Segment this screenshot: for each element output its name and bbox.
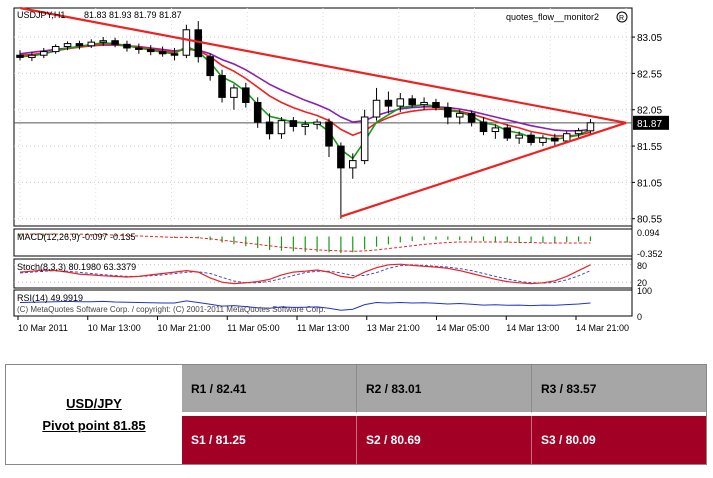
rsi-label: RSI(14) 49.9919 [17, 293, 83, 303]
candle-body [170, 53, 179, 56]
candle-body [551, 137, 559, 142]
rsi-tick-label: 0 [637, 312, 642, 322]
candle-body [372, 99, 381, 118]
support-3: S3 / 80.09 [532, 416, 706, 464]
candle-body [75, 43, 84, 47]
time-axis-label: 13 Mar 21:00 [367, 323, 420, 333]
price-tick-label: 81.05 [637, 178, 662, 189]
candle-body [432, 101, 440, 109]
currency-pair: USD/JPY [66, 395, 122, 411]
candle-body [360, 116, 369, 162]
candle-body [313, 121, 321, 125]
candle-body [337, 145, 345, 169]
pivot-table: USD/JPY Pivot point 81.85 R1 / 82.41 R2 … [5, 364, 707, 465]
stoch-tick-label: 20 [637, 278, 647, 288]
candle-body [242, 87, 250, 103]
rsi-pane-border [13, 289, 633, 317]
candle-body [289, 120, 298, 127]
candle-body [527, 134, 535, 143]
candle-body [253, 101, 262, 123]
time-axis-label: 14 Mar 13:00 [506, 323, 559, 333]
candle-body [99, 40, 107, 43]
support-1: S1 / 81.25 [182, 416, 357, 464]
current-price-label: 81.87 [637, 119, 662, 130]
resistance-2: R2 / 83.01 [357, 365, 532, 413]
candle-body [158, 51, 167, 55]
symbol-label: USDJPY,H1 [17, 10, 65, 20]
price-chart: 83.05 82.55 82.05 81.55 81.05 80.55 81.87 USDJP… [13, 6, 669, 333]
candle-body [230, 87, 238, 98]
candle-body [515, 134, 523, 139]
trendline [340, 121, 627, 218]
candle-body [277, 120, 286, 135]
candle-body [503, 127, 512, 139]
candle-body [586, 122, 595, 132]
chart-canvas: 83.05 82.55 82.05 81.55 81.05 80.55 81.87 USDJP… [13, 6, 669, 333]
candle-body [349, 160, 357, 169]
time-axis-label: 14 Mar 05:00 [437, 323, 490, 333]
candle-body [135, 47, 143, 50]
candle-body [301, 123, 309, 127]
candle-body [123, 43, 131, 49]
rsi-line [19, 300, 591, 311]
candle-body [408, 98, 416, 106]
candle-body [444, 107, 452, 118]
price-tick-label: 82.55 [637, 69, 662, 80]
stoch-main-line [19, 263, 591, 285]
time-axis-label: 11 Mar 13:00 [297, 323, 349, 333]
candle-body [455, 112, 464, 118]
macd-tick-label: 0.094 [637, 228, 660, 238]
price-tick-label: 83.05 [637, 33, 662, 44]
resistance-1: R1 / 82.41 [182, 365, 357, 413]
trendline [19, 6, 627, 124]
indicator-name-label: quotes_flow__monitor2 [506, 12, 599, 22]
copyright-label: (C) MetaQuotes Software Corp. / copyrigh… [17, 305, 325, 314]
rsi-tick-label: 100 [637, 286, 652, 296]
candle-body [218, 75, 226, 98]
candle-body [40, 51, 48, 56]
price-tick-label: 81.55 [637, 142, 662, 153]
current-price-box [633, 115, 669, 130]
stoch-signal-line [19, 264, 591, 284]
candle-body [63, 43, 72, 48]
candle-body [396, 98, 405, 107]
candle-body [491, 127, 500, 133]
candle-body [384, 99, 393, 107]
time-axis-label: 10 Mar 13:00 [88, 323, 141, 333]
time-axis-label: 10 Mar 21:00 [158, 323, 211, 333]
candle-body [111, 40, 119, 45]
candle-body [539, 137, 547, 143]
support-2: S2 / 80.69 [357, 416, 532, 464]
registered-icon [616, 11, 628, 23]
candle-body [206, 56, 214, 77]
candle-body [16, 54, 24, 58]
stoch-tick-label: 80 [637, 261, 647, 271]
registered-icon-letter: R [619, 15, 624, 22]
candle-body [574, 130, 583, 135]
time-axis-label: 10 Mar 2011 [18, 323, 68, 333]
candle-body [182, 29, 191, 56]
time-axis-label: 14 Mar 21:00 [576, 323, 629, 333]
candle-body [87, 41, 96, 47]
candle-body [562, 133, 571, 142]
candle-body [265, 121, 274, 135]
candle-body [467, 112, 476, 123]
resistance-3: R3 / 83.57 [532, 365, 706, 413]
macd-label: MACD(12,26,9) -0.097 -0.135 [17, 232, 136, 242]
candle-body [28, 54, 36, 58]
candle-body [325, 121, 333, 147]
pivot-label-cell: USD/JPY Pivot point 81.85 [6, 365, 182, 464]
price-tick-label: 80.55 [637, 215, 662, 226]
ohlc-label: 81.83 81.93 81.79 81.87 [84, 10, 182, 20]
pivot-point: Pivot point 81.85 [42, 417, 146, 433]
macd-signal-line [20, 233, 591, 252]
candle-body [146, 48, 155, 53]
time-axis-label: 11 Mar 05:00 [227, 323, 279, 333]
stoch-label: Stoch(8,3,3) 80.1980 63.3379 [17, 262, 136, 272]
price-tick-label: 82.05 [637, 106, 662, 117]
macd-tick-label: -0.352 [637, 249, 663, 259]
candle-body [479, 121, 488, 133]
candle-body [420, 101, 428, 106]
candle-body [51, 46, 60, 53]
